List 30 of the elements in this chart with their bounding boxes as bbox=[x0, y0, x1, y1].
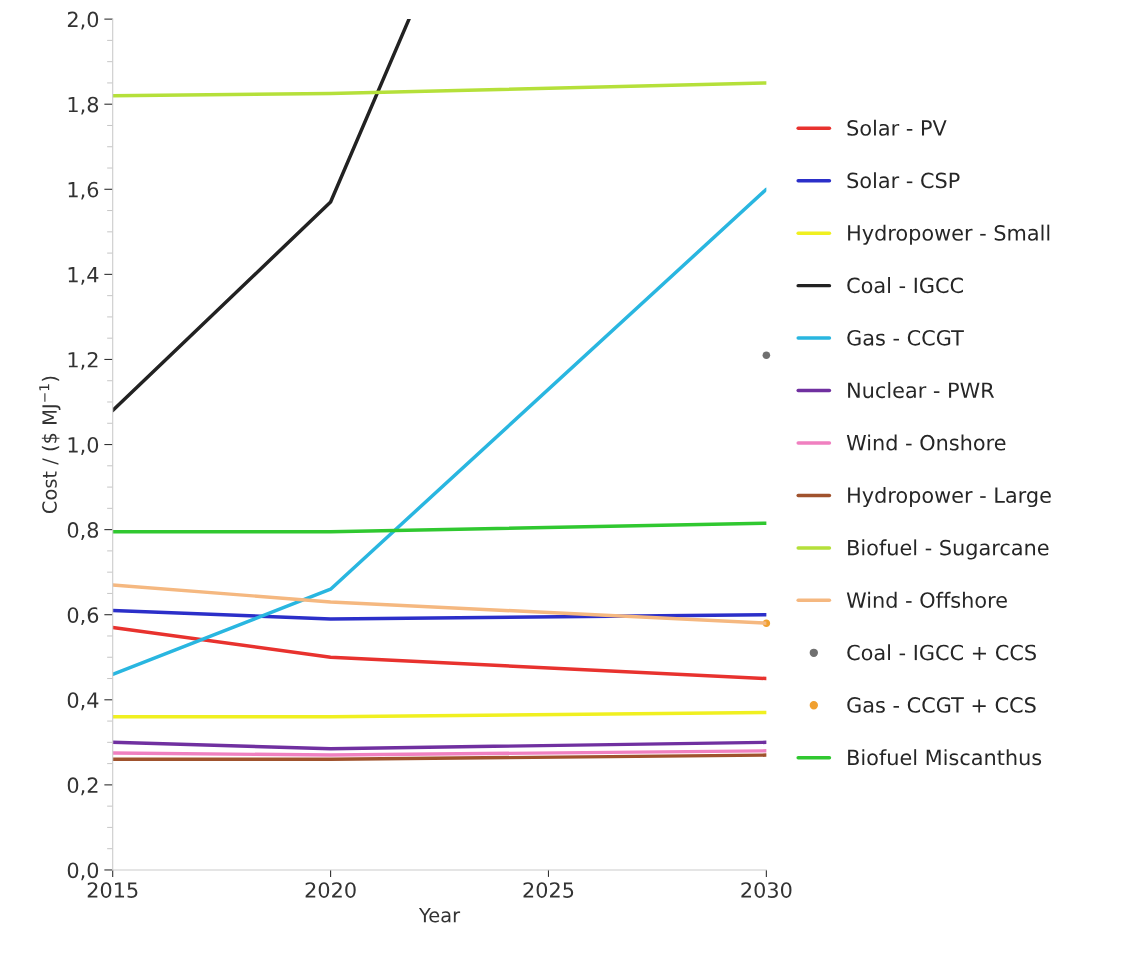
legend-label: Coal - IGCC + CCS bbox=[847, 644, 1036, 661]
y-tick-label: 1,4 bbox=[68, 267, 99, 285]
legend-label: Solar - PV bbox=[847, 119, 947, 136]
legend-label: Coal - IGCC bbox=[847, 277, 963, 294]
x-tick-label: 2020 bbox=[305, 882, 356, 898]
y-tick-label: 2,0 bbox=[67, 11, 99, 30]
y-tick-label: 0,4 bbox=[67, 692, 99, 711]
legend-label: Hydropower - Large bbox=[848, 486, 1051, 508]
y-tick-label: 1,0 bbox=[68, 436, 99, 455]
y-tick-label: 0,8 bbox=[67, 522, 99, 540]
x-axis-title: Year bbox=[418, 908, 461, 923]
x-tick-label: 2030 bbox=[741, 882, 792, 898]
legend-label: Wind - Onshore bbox=[846, 434, 1006, 451]
legend-label: Solar - CSP bbox=[847, 172, 960, 189]
legend-label: Biofuel - Sugarcane bbox=[848, 539, 1049, 560]
y-tick-label: 0,0 bbox=[67, 862, 99, 881]
y-tick-label: 1,2 bbox=[68, 351, 98, 370]
y-tick-label: 0,2 bbox=[67, 777, 98, 796]
y-tick-label: 1,8 bbox=[68, 96, 99, 115]
legend-label: Biofuel Miscanthus bbox=[848, 749, 1042, 766]
x-tick-label: 2015 bbox=[87, 882, 138, 898]
legend-label: Nuclear - PWR bbox=[848, 382, 995, 399]
legend-label: Gas - CCGT + CCS bbox=[847, 697, 1036, 713]
legend-label: Gas - CCGT bbox=[847, 329, 964, 346]
legend-label: Hydropower - Small bbox=[848, 224, 1050, 245]
legend-label: Wind - Offshore bbox=[846, 591, 1007, 608]
x-tick-label: 2025 bbox=[523, 882, 574, 898]
y-axis-title: Cost / ($ MJ$^{−1}$) bbox=[39, 376, 61, 514]
y-tick-label: 0,6 bbox=[67, 607, 99, 626]
y-tick-label: 1,6 bbox=[68, 181, 99, 200]
